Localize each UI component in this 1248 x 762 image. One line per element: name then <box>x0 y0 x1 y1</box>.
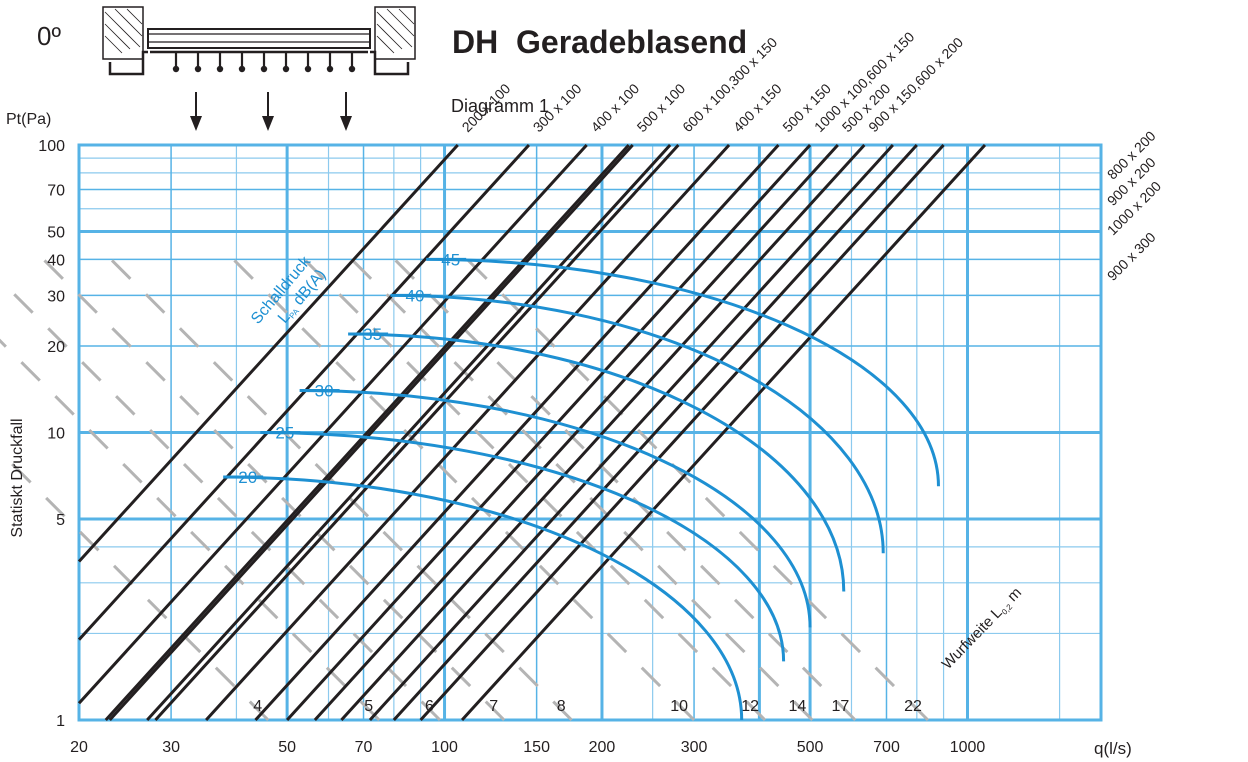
diffuser-line <box>460 143 987 722</box>
y-tick-label: 10 <box>47 426 65 443</box>
throw-line <box>110 258 573 722</box>
y-unit-label: Pt(Pa) <box>6 111 51 128</box>
diffuser-line <box>285 143 812 722</box>
throw-line <box>466 258 929 722</box>
blade-tip <box>326 65 334 73</box>
throw-value-label: 7 <box>489 698 498 715</box>
diffuser-line <box>419 143 945 722</box>
throw-value-label: 8 <box>557 698 566 715</box>
throw-value-label: 5 <box>364 698 373 715</box>
throw-value-label: 10 <box>670 698 688 715</box>
diffuser-section-graphic <box>102 6 416 131</box>
x-tick-label: 300 <box>681 739 708 756</box>
sound-curve <box>223 475 744 721</box>
diffuser-line <box>204 143 731 722</box>
x-tick-label: 150 <box>523 739 550 756</box>
x-tick-label: 50 <box>278 739 296 756</box>
x-tick-label: 500 <box>797 739 824 756</box>
x-tick-label: 200 <box>589 739 616 756</box>
sound-curve-label: 45 <box>441 250 460 269</box>
throw-value-label: 4 <box>253 698 262 715</box>
x-tick-label: 700 <box>873 739 900 756</box>
sound-curve-label: 20 <box>238 468 257 487</box>
sound-curve-label: 40 <box>406 286 425 305</box>
diffuser-line <box>340 143 866 722</box>
throw-line <box>0 277 442 722</box>
y-tick-label: 1 <box>56 713 65 730</box>
throw-value-label: 14 <box>789 698 807 715</box>
diffuser-line <box>77 143 588 705</box>
x-tick-label: 70 <box>355 739 373 756</box>
y-tick-label: 5 <box>56 512 65 529</box>
y-tick-label: 40 <box>47 252 65 269</box>
page-title: DH Geradeblasend <box>452 24 747 60</box>
throw-label-text: Wurfweite L0,2 m <box>939 584 1026 673</box>
blade-tip <box>348 65 356 73</box>
diffuser-line <box>154 143 680 722</box>
diffuser-line <box>108 143 634 722</box>
plot-frame <box>77 143 1103 722</box>
diffuser-line <box>77 143 531 641</box>
throw-line <box>232 258 696 722</box>
y-tick-label: 30 <box>47 288 65 305</box>
wall-left <box>102 6 144 60</box>
x-tick-label: 30 <box>162 739 180 756</box>
blade-tip <box>260 65 268 73</box>
y-axis-title: Statiskt Druckfall <box>9 418 26 537</box>
sound-curve <box>299 388 812 628</box>
x-tick-label: 100 <box>431 739 458 756</box>
sound-curve-label: 25 <box>275 424 294 443</box>
x-unit-label: q(l/s) <box>1094 739 1132 758</box>
sound-curve <box>348 332 846 592</box>
tick-labels: 20 30 50 70 100 150 200 300 500 700 1000 1 5 10 20 30 40… <box>38 138 985 756</box>
throw-line <box>0 449 270 722</box>
blade-tip <box>282 65 290 73</box>
diffuser-line <box>254 143 780 722</box>
sound-curve <box>390 293 885 554</box>
blade-tip <box>238 65 246 73</box>
diffuser-lines <box>77 143 987 722</box>
throw-line <box>394 258 857 722</box>
sound-curve-label: 35 <box>363 325 382 344</box>
y-tick-label: 50 <box>47 225 65 242</box>
size-label: 900 x 300 <box>1104 229 1159 284</box>
diagram-label: Diagramm 1 <box>451 96 549 116</box>
throw-value-label: 17 <box>831 698 849 715</box>
blade-tip <box>216 65 224 73</box>
throw-value-label: 12 <box>741 698 759 715</box>
diffuser-line-extra <box>146 143 672 722</box>
wall-right <box>374 6 416 60</box>
blade-tip <box>304 65 312 73</box>
x-tick-label: 20 <box>70 739 88 756</box>
angle-label: 0º <box>37 21 61 51</box>
size-label: 400 x 100 <box>588 80 643 135</box>
diffuser-body <box>147 28 371 49</box>
y-tick-label: 20 <box>47 339 65 356</box>
throw-value-label: 6 <box>425 698 434 715</box>
airflow-arrows <box>190 92 352 131</box>
diffuser-line <box>77 143 459 563</box>
x-tick-label: 1000 <box>950 739 986 756</box>
throw-distance-label: Wurfweite L0,2 m <box>939 584 1026 673</box>
y-tick-label: 70 <box>47 183 65 200</box>
diffuser-line-extra <box>104 143 630 722</box>
sound-curve <box>426 257 940 487</box>
throw-line <box>0 338 381 722</box>
throw-line <box>303 258 767 722</box>
diffuser-line <box>313 143 839 722</box>
diffuser-line <box>392 143 918 722</box>
diffuser-line <box>368 143 895 722</box>
size-label: 400 x 150 <box>730 80 785 135</box>
sound-curve-label: 30 <box>315 381 334 400</box>
sound-curve <box>260 431 786 662</box>
diffuser-blades <box>172 52 356 73</box>
throw-value-label: 22 <box>904 698 922 715</box>
blade-tip <box>194 65 202 73</box>
blade-tip <box>172 65 180 73</box>
size-label: 500 x 100 <box>634 80 689 135</box>
y-tick-label: 100 <box>38 138 65 155</box>
throw-line <box>43 258 506 722</box>
